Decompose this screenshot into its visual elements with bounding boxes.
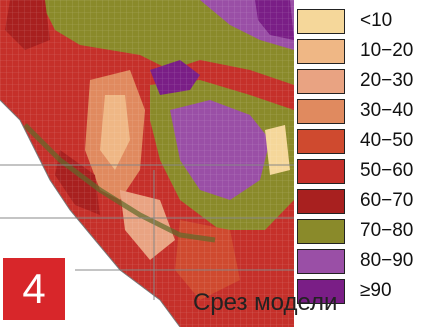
legend-label: 10−20	[360, 40, 414, 61]
caption: Срез модели	[193, 289, 338, 316]
legend-swatch	[297, 9, 345, 34]
legend-swatch	[297, 249, 345, 274]
legend-item: <10	[297, 7, 430, 37]
legend-item: 30−40	[297, 97, 430, 127]
legend-label: 40−50	[360, 130, 414, 151]
legend-swatch	[297, 129, 345, 154]
model-slice-map	[0, 0, 294, 327]
legend-swatch	[297, 39, 345, 64]
legend-label: 80−90	[360, 250, 414, 271]
map-area	[0, 0, 294, 327]
legend-swatch	[297, 189, 345, 214]
legend-swatch	[297, 69, 345, 94]
legend-label: 50−60	[360, 160, 414, 181]
legend: <10 10−20 20−30 30−40 40−50 50−60 60−70 70−80 80…	[297, 7, 430, 307]
legend-label: 30−40	[360, 100, 414, 121]
legend-swatch	[297, 99, 345, 124]
legend-item: ≥90	[297, 277, 430, 307]
legend-swatch	[297, 219, 345, 244]
grid-lines	[0, 164, 294, 300]
legend-item: 20−30	[297, 67, 430, 97]
legend-label: ≥90	[360, 280, 392, 301]
legend-item: 60−70	[297, 187, 430, 217]
legend-label: 60−70	[360, 190, 414, 211]
legend-swatch	[297, 159, 345, 184]
legend-label: 70−80	[360, 220, 414, 241]
panel-number-badge: 4	[3, 258, 65, 320]
legend-item: 80−90	[297, 247, 430, 277]
legend-item: 40−50	[297, 127, 430, 157]
legend-label: <10	[360, 10, 393, 31]
legend-label: 20−30	[360, 70, 414, 91]
legend-item: 10−20	[297, 37, 430, 67]
legend-item: 50−60	[297, 157, 430, 187]
legend-swatch	[297, 279, 345, 304]
legend-item: 70−80	[297, 217, 430, 247]
